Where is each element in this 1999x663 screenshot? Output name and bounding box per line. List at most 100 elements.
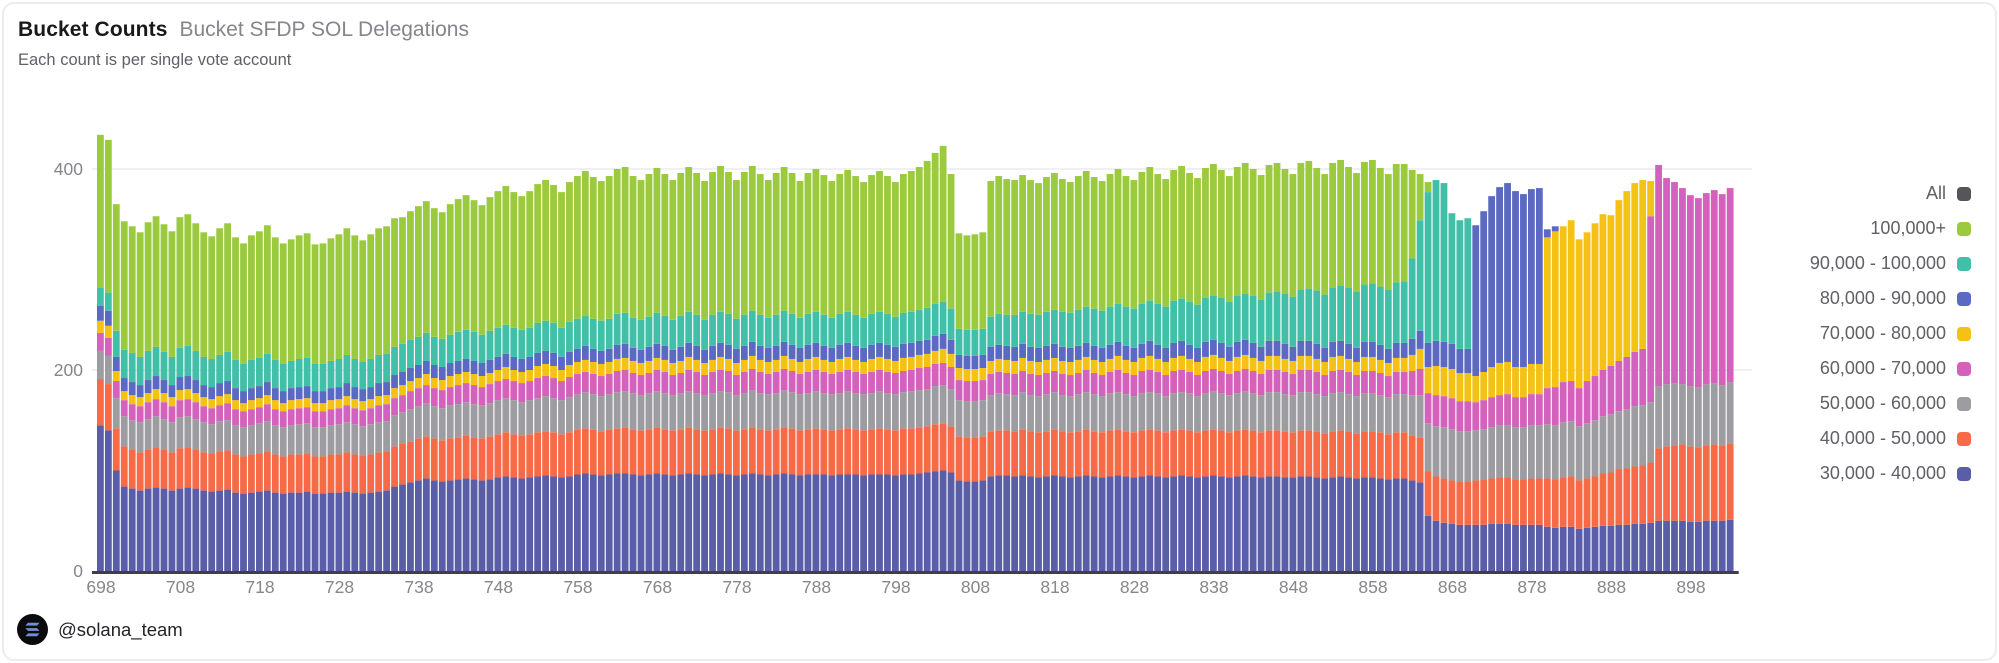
bar-segment [1249,169,1257,296]
bar-segment [184,416,192,448]
bar-segment [1321,433,1329,479]
bar-segment [1058,311,1066,347]
bar-segment [1361,477,1368,571]
bar-segment [1369,159,1376,284]
legend-item-70000-80000[interactable]: 70,000 - 80,000 [1810,316,1971,351]
bar-segment [804,429,812,475]
bar-segment [438,366,446,381]
bar-segment [812,391,820,429]
bar-segment [415,364,422,379]
bar-segment [939,470,947,571]
bar-segment [407,381,414,392]
legend-item-all[interactable]: All [1810,176,1971,211]
bar-segment [1448,523,1456,571]
legend-item-60000-70000[interactable]: 60,000 - 70,000 [1810,351,1971,386]
bar-segment [311,493,319,571]
bar-segment [1138,357,1146,372]
bar-segment [295,492,303,571]
bar-segment [518,329,526,359]
bar-segment [391,398,398,416]
bar-segment [836,372,844,394]
bar-segment [589,374,597,395]
bar-segment [558,370,565,382]
bar-segment [1488,366,1496,398]
bar-segment [1106,306,1114,345]
bar-segment [367,492,375,571]
bar-segment [597,350,605,364]
bar-segment [581,428,589,474]
bar-segment [430,438,438,481]
legend-item-90000-100000[interactable]: 90,000 - 100,000 [1810,246,1971,281]
bar-segment [1225,176,1233,302]
bar-segment [1297,370,1305,393]
legend-item-50000-60000[interactable]: 50,000 - 60,000 [1810,386,1971,421]
bar-segment [1464,524,1472,571]
bar-segment [1090,308,1098,346]
bar-segment [931,335,939,351]
bar-segment [200,397,208,407]
bar-segment [1615,524,1623,571]
bar-segment [279,427,287,457]
bar-segment [104,337,112,356]
bar-segment [1130,180,1138,309]
bar-segment [796,394,804,431]
bar-segment [1345,166,1352,288]
bar-segment [1440,522,1448,571]
bar-segment [192,223,200,351]
bar-segment [1194,375,1201,397]
bar-segment [1631,523,1639,571]
bar-segment [1480,372,1488,401]
bar-segment [1384,397,1392,435]
bar-segment [1225,360,1233,375]
bar-segment [1233,476,1241,571]
bar-segment [1671,182,1678,384]
bar-segment [176,417,184,449]
bar-segment [701,319,708,350]
bar-segment [1154,430,1162,477]
bar-segment [1718,520,1726,571]
bar-segment [566,182,573,322]
x-tick-label: 748 [484,577,513,597]
bar-segment [478,334,486,363]
bar-segment [597,320,605,351]
bar-segment [804,358,812,373]
bar-segment [136,422,144,453]
bar-segment [263,421,271,452]
bar-segment [462,383,470,403]
legend-item-40000-50000[interactable]: 40,000 - 50,000 [1810,421,1971,456]
bar-segment [1058,179,1066,312]
legend-item-80000-90000[interactable]: 80,000 - 90,000 [1810,281,1971,316]
bar-segment [1575,239,1583,389]
bar-segment [327,425,335,455]
bar-segment [907,311,915,343]
bar-segment [574,394,581,430]
bar-segment [987,360,995,375]
bar-segment [828,475,836,571]
bar-segment [1027,313,1034,347]
bar-segment [907,391,915,429]
bar-segment [1416,437,1424,483]
legend-item-100000-plus[interactable]: 100,000+ [1810,211,1971,246]
bar-segment [613,392,621,429]
bar-segment [605,318,613,349]
bar-segment [335,454,343,493]
bar-segment [502,324,510,354]
bar-segment [295,387,303,400]
bar-segment [971,381,979,402]
bar-segment [1472,480,1480,525]
bars-layer[interactable] [97,134,1734,571]
bar-segment [1329,162,1337,288]
bar-segment [1607,525,1615,571]
bar-segment [605,348,613,362]
bar-segment [1376,286,1384,345]
legend-item-30000-40000[interactable]: 30,000 - 40,000 [1810,456,1971,491]
bar-segment [828,374,836,395]
bar-segment [391,486,398,571]
bar-segment [1559,477,1567,527]
bar-segment [597,376,605,397]
bar-segment [1154,344,1162,359]
bar-segment [1051,357,1058,372]
bar-segment [1178,370,1185,393]
bar-segment [558,477,565,571]
